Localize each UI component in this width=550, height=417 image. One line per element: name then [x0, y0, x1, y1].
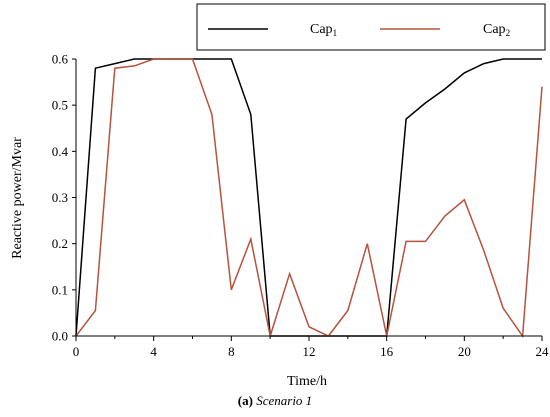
y-tick-label: 0.2 [52, 236, 68, 251]
y-tick-label: 0.3 [52, 190, 68, 205]
x-tick-label: 12 [303, 344, 316, 359]
legend: Cap1 Cap2 [196, 3, 546, 51]
x-tick-label: 20 [458, 344, 471, 359]
y-tick-label: 0.6 [52, 52, 69, 67]
y-tick-label: 0.5 [52, 98, 68, 113]
x-tick-label: 24 [536, 344, 550, 359]
caption-text: Scenario 1 [256, 393, 312, 408]
figure-caption: (a) Scenario 1 [238, 393, 312, 408]
axes: 0.0 0.1 0.2 0.3 0.4 0.5 0.6 0 4 8 12 16 20 24 [52, 52, 549, 360]
x-tick-label: 0 [73, 344, 80, 359]
x-tick-label: 16 [380, 344, 394, 359]
legend-label-cap2: Cap2 [483, 22, 510, 38]
legend-box [196, 3, 546, 51]
y-tick-label: 0.1 [52, 282, 68, 297]
y-tick-label: 0.0 [52, 329, 68, 344]
legend-label-cap2-base: Cap [483, 22, 506, 37]
y-axis-label: Reactive power/Mvar [10, 137, 25, 259]
legend-label-cap1: Cap1 [310, 22, 337, 38]
legend-label-cap1-sub: 1 [333, 28, 338, 38]
y-tick-label: 0.4 [52, 144, 69, 159]
series-layer [75, 58, 543, 339]
x-axis-label: Time/h [287, 374, 327, 389]
series-line-cap2 [75, 58, 543, 339]
series-line-cap1 [75, 58, 542, 337]
legend-label-cap2-sub: 2 [506, 28, 511, 38]
x-tick-label: 4 [150, 344, 157, 359]
legend-label-cap1-base: Cap [310, 22, 333, 37]
caption-label: (a) [238, 393, 253, 408]
x-tick-label: 8 [228, 344, 235, 359]
